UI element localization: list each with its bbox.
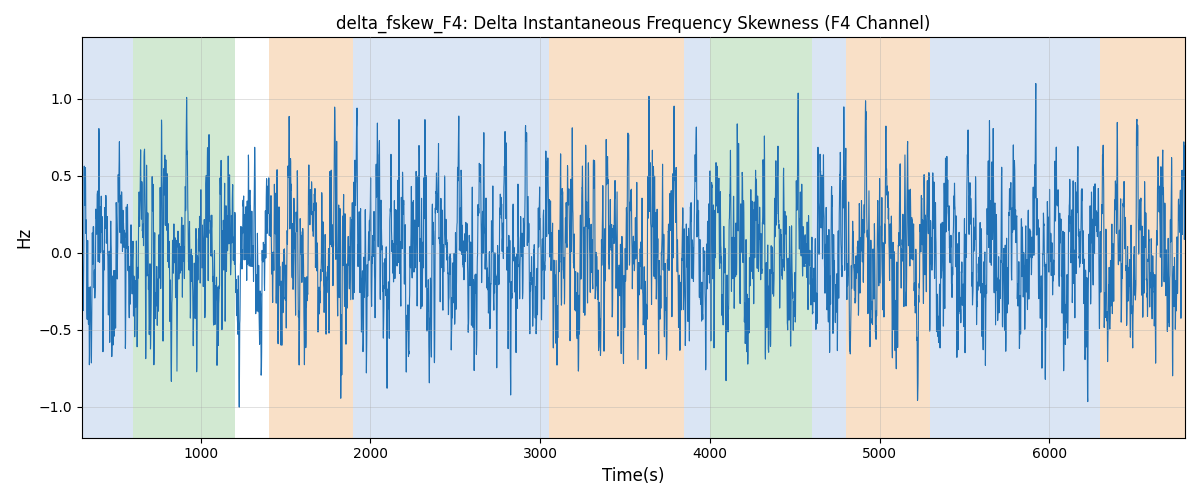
Bar bbox=[811, 38, 846, 438]
Bar bbox=[930, 38, 1100, 438]
Bar bbox=[269, 38, 354, 438]
Bar bbox=[1100, 38, 1186, 438]
Bar bbox=[846, 38, 930, 438]
Bar bbox=[354, 38, 548, 438]
Bar bbox=[684, 38, 710, 438]
Bar bbox=[82, 38, 133, 438]
X-axis label: Time(s): Time(s) bbox=[602, 467, 665, 485]
Bar bbox=[548, 38, 684, 438]
Bar bbox=[133, 38, 235, 438]
Bar bbox=[710, 38, 811, 438]
Title: delta_fskew_F4: Delta Instantaneous Frequency Skewness (F4 Channel): delta_fskew_F4: Delta Instantaneous Freq… bbox=[336, 15, 931, 34]
Y-axis label: Hz: Hz bbox=[14, 227, 32, 248]
